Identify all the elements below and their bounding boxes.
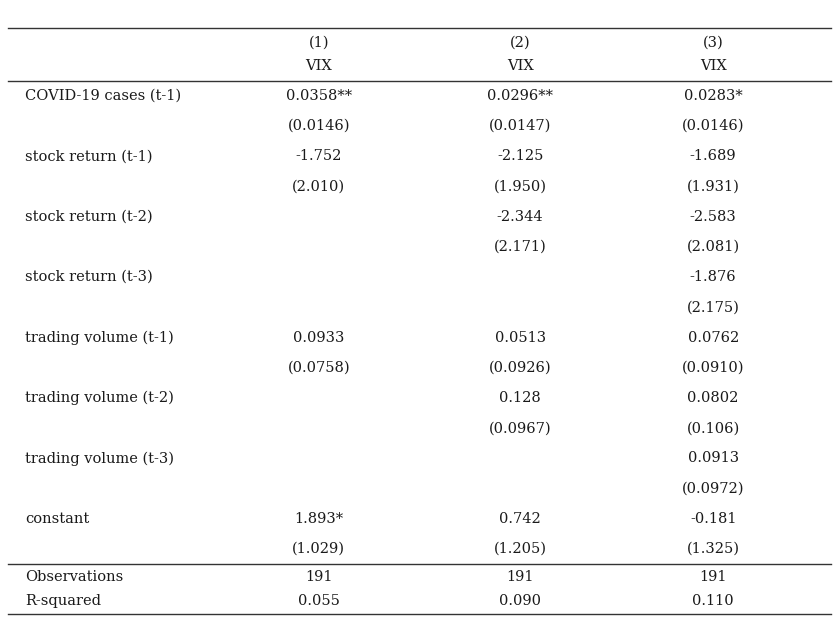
Text: 0.110: 0.110	[692, 595, 734, 608]
Text: Observations: Observations	[25, 570, 123, 583]
Text: 0.0296**: 0.0296**	[487, 89, 553, 103]
Text: (1.950): (1.950)	[493, 179, 547, 193]
Text: -0.181: -0.181	[690, 512, 737, 526]
Text: (1): (1)	[309, 36, 329, 50]
Text: VIX: VIX	[305, 59, 332, 73]
Text: -1.752: -1.752	[295, 149, 342, 163]
Text: (0.0972): (0.0972)	[682, 482, 744, 495]
Text: -2.125: -2.125	[497, 149, 544, 163]
Text: (1.325): (1.325)	[686, 542, 740, 556]
Text: (0.0910): (0.0910)	[682, 361, 744, 374]
Text: R-squared: R-squared	[25, 595, 102, 608]
Text: (0.0147): (0.0147)	[489, 119, 551, 133]
Text: 191: 191	[700, 570, 727, 583]
Text: (2.175): (2.175)	[686, 300, 740, 314]
Text: (0.0926): (0.0926)	[489, 361, 551, 374]
Text: trading volume (t-1): trading volume (t-1)	[25, 330, 174, 345]
Text: (3): (3)	[703, 36, 723, 50]
Text: 0.0802: 0.0802	[687, 391, 739, 405]
Text: (1.205): (1.205)	[493, 542, 547, 556]
Text: VIX: VIX	[507, 59, 534, 73]
Text: 0.0762: 0.0762	[687, 330, 739, 345]
Text: stock return (t-1): stock return (t-1)	[25, 149, 153, 163]
Text: (0.0758): (0.0758)	[288, 361, 350, 374]
Text: 0.090: 0.090	[499, 595, 541, 608]
Text: 191: 191	[305, 570, 332, 583]
Text: (2.171): (2.171)	[494, 240, 546, 254]
Text: (0.0146): (0.0146)	[682, 119, 744, 133]
Text: VIX: VIX	[700, 59, 727, 73]
Text: (2): (2)	[510, 36, 530, 50]
Text: 0.0933: 0.0933	[293, 330, 345, 345]
Text: 0.0913: 0.0913	[688, 451, 738, 466]
Text: COVID-19 cases (t-1): COVID-19 cases (t-1)	[25, 89, 181, 103]
Text: 0.0513: 0.0513	[495, 330, 545, 345]
Text: -2.583: -2.583	[690, 210, 737, 224]
Text: (0.106): (0.106)	[686, 421, 740, 435]
Text: (1.029): (1.029)	[292, 542, 346, 556]
Text: 0.0358**: 0.0358**	[286, 89, 352, 103]
Text: trading volume (t-3): trading volume (t-3)	[25, 451, 175, 466]
Text: stock return (t-3): stock return (t-3)	[25, 270, 153, 284]
Text: (2.081): (2.081)	[686, 240, 740, 254]
Text: (0.0146): (0.0146)	[288, 119, 350, 133]
Text: 0.055: 0.055	[298, 595, 340, 608]
Text: (1.931): (1.931)	[686, 179, 740, 193]
Text: -2.344: -2.344	[497, 210, 544, 224]
Text: 0.0283*: 0.0283*	[684, 89, 743, 103]
Text: trading volume (t-2): trading volume (t-2)	[25, 391, 174, 405]
Text: (2.010): (2.010)	[292, 179, 346, 193]
Text: (0.0967): (0.0967)	[489, 421, 551, 435]
Text: 1.893*: 1.893*	[294, 512, 343, 526]
Text: 0.742: 0.742	[499, 512, 541, 526]
Text: -1.876: -1.876	[690, 270, 737, 284]
Text: 191: 191	[507, 570, 534, 583]
Text: 0.128: 0.128	[499, 391, 541, 405]
Text: constant: constant	[25, 512, 90, 526]
Text: stock return (t-2): stock return (t-2)	[25, 210, 153, 224]
Text: -1.689: -1.689	[690, 149, 737, 163]
